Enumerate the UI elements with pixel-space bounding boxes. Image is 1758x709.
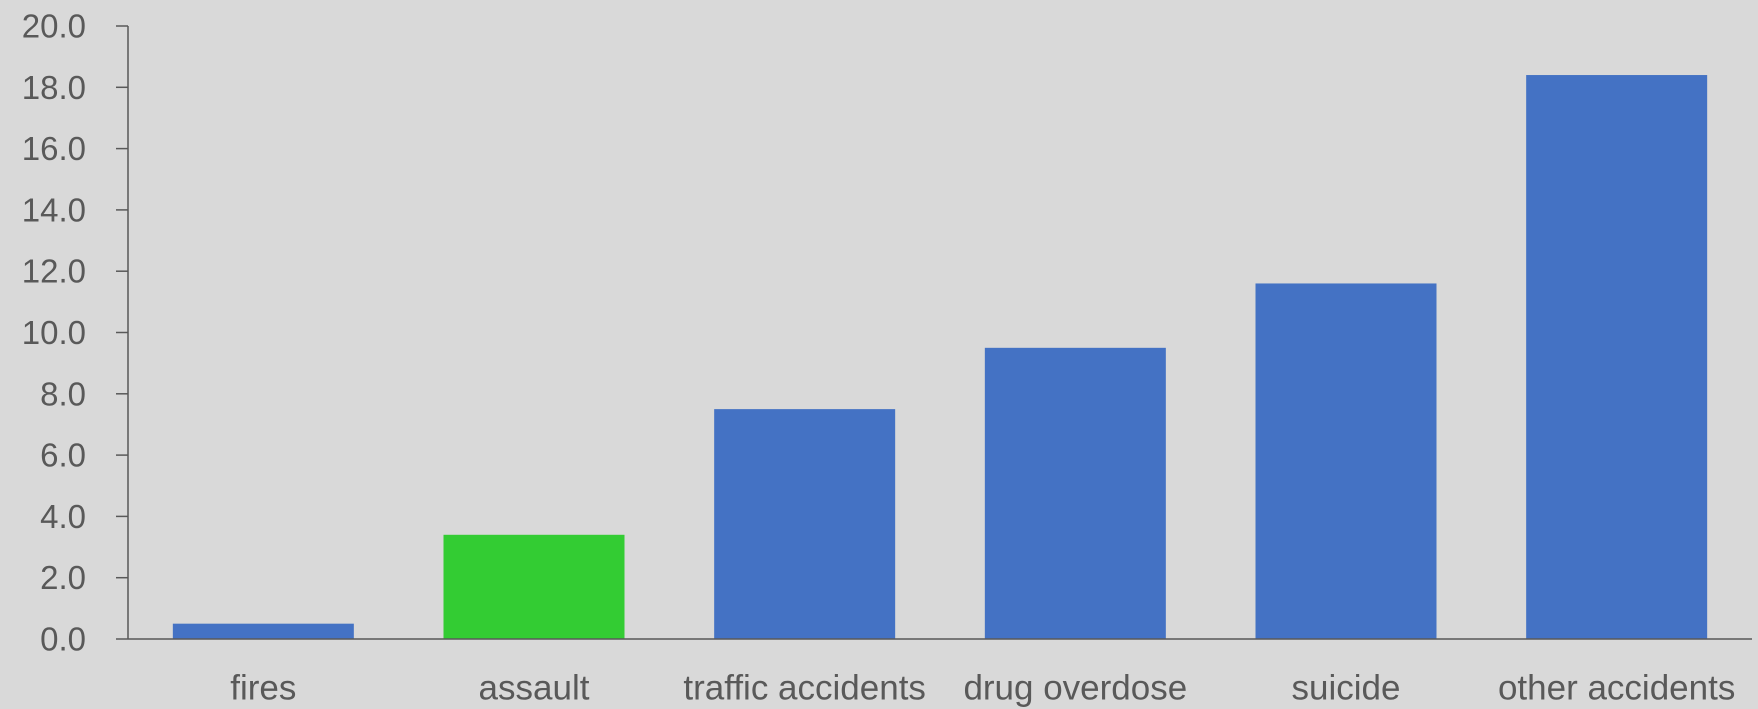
bar-drug-overdose	[984, 347, 1166, 639]
bar-assault	[443, 534, 625, 639]
y-tick-label: 20.0	[22, 8, 86, 45]
x-axis-labels: fires assault traffic accidents drug overdo…	[230, 669, 1735, 708]
bars	[172, 75, 1708, 640]
y-axis-ticks: 0.0 2.0 4.0 6.0 8.0 10.0 12.0 14.0 16.0 18.0 20.0	[22, 8, 128, 658]
x-category-label: assault	[479, 669, 590, 708]
x-category-label: suicide	[1292, 669, 1401, 708]
y-tick-label: 16.0	[22, 130, 86, 167]
y-tick-label: 4.0	[40, 498, 86, 535]
x-category-label: traffic accidents	[683, 669, 926, 708]
y-tick-label: 0.0	[40, 621, 86, 658]
x-category-label: drug overdose	[963, 669, 1187, 708]
y-tick-label: 6.0	[40, 437, 86, 474]
x-category-label: fires	[230, 669, 296, 708]
bar-other-accidents	[1526, 75, 1708, 640]
bar-suicide	[1255, 283, 1437, 639]
y-tick-label: 10.0	[22, 314, 86, 351]
y-tick-label: 12.0	[22, 253, 86, 290]
x-category-label: other accidents	[1498, 669, 1735, 708]
bar-traffic-accidents	[714, 409, 896, 639]
y-tick-label: 2.0	[40, 559, 86, 596]
bar-fires	[172, 623, 354, 639]
y-tick-label: 8.0	[40, 375, 86, 412]
y-tick-label: 14.0	[22, 191, 86, 228]
y-tick-label: 18.0	[22, 69, 86, 106]
